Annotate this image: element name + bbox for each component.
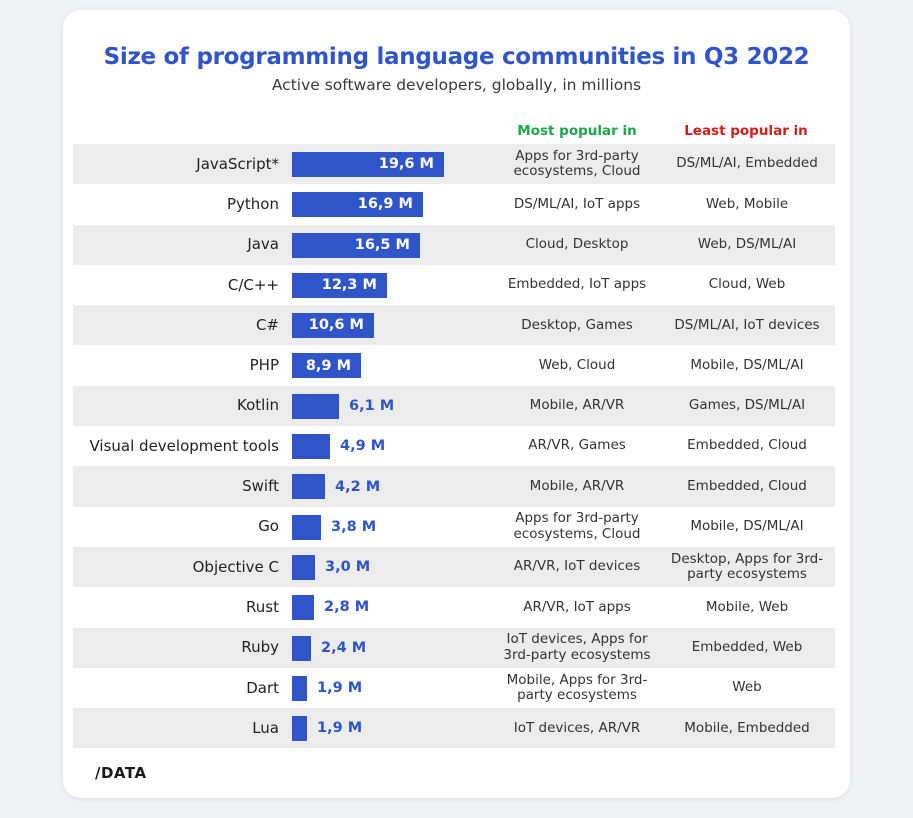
language-label: Kotlin (237, 396, 279, 415)
language-label: Go (258, 517, 279, 536)
bar-value-label: 12,3 M (321, 277, 377, 294)
most-popular-cell: Desktop, Games (521, 316, 633, 333)
most-popular-cell: IoT devices, AR/VR (513, 719, 641, 736)
language-label: Ruby (241, 638, 279, 657)
least-popular-cell: Embedded, Cloud (687, 437, 807, 454)
most-popular-cell: Apps for 3rd-party ecosystems, Cloud (513, 510, 641, 542)
bar (292, 716, 307, 742)
table-row: Rust 2,8 M AR/VR, IoT apps Mobile, Web (73, 587, 835, 627)
table-row: JavaScript* 19,6 M Apps for 3rd-party ecos… (73, 144, 835, 185)
chart-subtitle: Active software developers, globally, in… (271, 76, 642, 94)
bar-value-label: 2,8 M (324, 599, 370, 616)
most-popular-cell: AR/VR, IoT devices (513, 558, 641, 575)
table-row: Ruby 2,4 M IoT devices, Apps for 3rd-party… (73, 627, 835, 668)
bar (292, 434, 330, 460)
table-row: Python 16,9 M DS/ML/AI, IoT apps Web, Mobil… (73, 184, 835, 224)
language-label: Lua (252, 718, 279, 737)
most-popular-cell: AR/VR, Games (528, 437, 626, 454)
most-popular-cell: Embedded, IoT apps (507, 276, 647, 293)
most-popular-cell: Mobile, AR/VR (529, 477, 625, 494)
most-popular-cell: DS/ML/AI, IoT apps (513, 195, 641, 212)
bar-value-label: 1,9 M (317, 680, 363, 696)
bar (292, 353, 361, 379)
bar (292, 313, 374, 339)
bar-value-label: 4,9 M (340, 438, 386, 455)
bar (292, 554, 315, 580)
bar (292, 272, 387, 298)
language-label: Rust (246, 597, 279, 616)
bar-value-label: 16,9 M (357, 196, 413, 213)
bar-value-label: 2,4 M (321, 639, 367, 656)
bar (292, 675, 307, 701)
most-popular-cell: Mobile, AR/VR (529, 397, 625, 414)
bar (292, 192, 423, 218)
table-row: Dart 1,9 M Mobile, Apps for 3rd-party ecos… (73, 668, 835, 708)
table-row: C/C++ 12,3 M Embedded, IoT apps Cloud, Web (73, 265, 835, 305)
bar-value-label: 3,8 M (331, 518, 377, 535)
most-popular-cell: AR/VR, IoT apps (523, 598, 631, 615)
table-row: Java 16,5 M Cloud, Desktop Web, DS/ML/AI (73, 224, 835, 265)
bar (292, 152, 444, 177)
bar (292, 393, 339, 419)
language-label: Python (227, 194, 279, 213)
bar-value-label: 3,0 M (325, 559, 371, 576)
bar-value-label: 4,2 M (335, 478, 381, 495)
least-popular-cell: Web, Mobile (705, 195, 789, 212)
most-popular-header: Most popular in (517, 123, 637, 139)
most-popular-cell: Cloud, Desktop (525, 235, 629, 252)
bar-value-label: 6,1 M (349, 397, 395, 414)
language-label: Visual development tools (89, 436, 280, 455)
least-popular-cell: Cloud, Web (708, 276, 786, 293)
chart-table: JavaScript* 19,6 M Apps for 3rd-party ecos… (73, 144, 835, 749)
bar (292, 232, 420, 258)
most-popular-cell: Apps for 3rd-party ecosystems, Cloud (513, 147, 641, 180)
least-popular-cell: DS/ML/AI, Embedded (676, 155, 818, 172)
language-label: Dart (246, 678, 279, 697)
bar-value-label: 1,9 M (317, 720, 363, 737)
least-popular-cell: Mobile, DS/ML/AI (690, 356, 804, 373)
most-popular-cell: Web, Cloud (538, 356, 616, 373)
table-row: Objective C 3,0 M AR/VR, IoT devices Deskto… (73, 546, 835, 588)
table-row: Lua 1,9 M IoT devices, AR/VR Mobile, Embedd… (73, 708, 835, 749)
least-popular-cell: Mobile, Web (705, 598, 789, 615)
bar (292, 635, 311, 661)
least-popular-cell: DS/ML/AI, IoT devices (674, 316, 820, 333)
least-popular-cell: Embedded, Web (691, 638, 803, 655)
least-popular-cell: Mobile, Embedded (684, 719, 810, 736)
language-label: JavaScript* (196, 154, 279, 173)
table-row: PHP 8,9 M Web, Cloud Mobile, DS/ML/AI (73, 345, 835, 385)
table-row: C# 10,6 M Desktop, Games DS/ML/AI, IoT devi… (73, 305, 835, 346)
table-row: Visual development tools 4,9 M AR/VR, Game… (73, 426, 835, 466)
most-popular-cell: IoT devices, Apps for 3rd-party ecosyste… (503, 631, 651, 663)
most-popular-cell: Mobile, Apps for 3rd-party ecosystems (506, 671, 648, 703)
language-label: Swift (242, 477, 279, 496)
language-label: C/C++ (227, 275, 279, 294)
bar-value-label: 19,6 M (378, 156, 434, 173)
bar (292, 514, 321, 540)
language-label: Java (247, 235, 279, 254)
bar-value-label: 8,9 M (305, 357, 351, 374)
chart-title: Size of programming language communities… (103, 44, 810, 70)
language-label: PHP (249, 356, 279, 375)
least-popular-cell: Web, DS/ML/AI (697, 235, 797, 252)
least-popular-cell: Web (732, 679, 762, 696)
bar (292, 474, 325, 500)
least-popular-cell: Desktop, Apps for 3rd-party ecosystems (670, 550, 824, 583)
bar-value-label: 16,5 M (354, 236, 410, 253)
language-label: C# (255, 315, 279, 334)
least-popular-cell: Embedded, Cloud (687, 477, 807, 494)
least-popular-header: Least popular in (684, 123, 808, 139)
bar (292, 595, 314, 621)
table-row: Go 3,8 M Apps for 3rd-party ecosystems, Cl… (73, 507, 835, 547)
bar-value-label: 10,6 M (308, 317, 364, 334)
data-logo: /DATA (95, 764, 147, 782)
table-row: Swift 4,2 M Mobile, AR/VR Embedded, Cloud (73, 466, 835, 507)
table-row: Kotlin 6,1 M Mobile, AR/VR Games, DS/ML/AI (73, 385, 835, 427)
language-label: Objective C (192, 557, 279, 576)
least-popular-cell: Mobile, DS/ML/AI (690, 518, 804, 535)
least-popular-cell: Games, DS/ML/AI (688, 397, 806, 414)
